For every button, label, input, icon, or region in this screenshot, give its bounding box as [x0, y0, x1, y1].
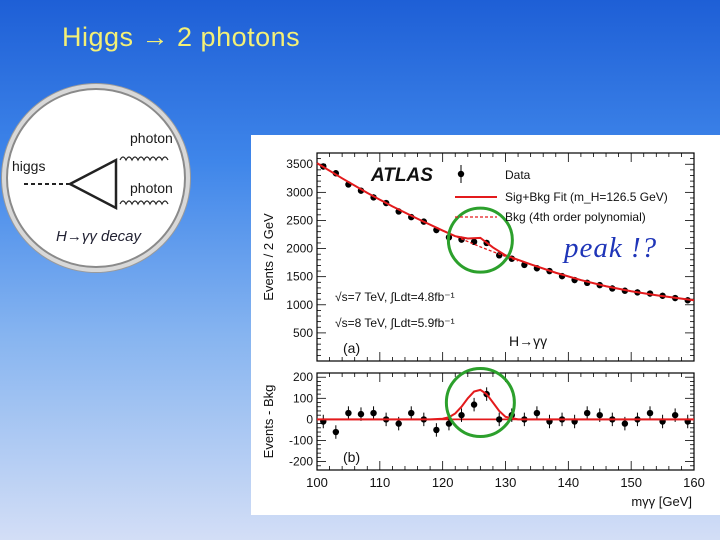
feynman-svg — [24, 156, 169, 211]
data-point — [596, 411, 603, 419]
slide-title: Higgs → 2 photons — [62, 22, 301, 52]
xtick-label: 160 — [683, 475, 705, 490]
ylabel-a: Events / 2 GeV — [261, 213, 276, 301]
data-point — [395, 420, 402, 427]
data-point — [496, 416, 503, 423]
ytick-label-b: -200 — [289, 455, 313, 469]
photon-wave-2 — [119, 200, 169, 206]
legend-entry-fit: Sig+Bkg Fit (m_H=126.5 GeV) — [505, 190, 668, 204]
higgs-label: higgs — [12, 158, 46, 174]
photon-wave-1 — [119, 156, 169, 162]
data-point — [470, 401, 478, 408]
data-point — [357, 410, 365, 418]
ytick-label-a: 1000 — [286, 298, 313, 312]
legend-data-marker — [457, 170, 465, 178]
fit-line-a — [316, 162, 695, 302]
ytick-label-a: 1500 — [286, 270, 313, 284]
ytick-label-b: 0 — [306, 412, 313, 426]
fit-line-b — [317, 388, 694, 421]
data-point — [408, 409, 415, 417]
decay-label: H→γγ decay — [56, 228, 142, 245]
photon-label-2: photon — [130, 180, 173, 196]
panel-letter-a: (a) — [343, 340, 360, 356]
data-point — [345, 409, 352, 417]
legend-entry-bkg: Bkg (4th order polynomial) — [505, 210, 646, 224]
xtick-label: 130 — [495, 475, 517, 490]
data-point — [458, 411, 465, 419]
data-point — [370, 409, 377, 417]
xtick-label: 150 — [620, 475, 642, 490]
ytick-label-a: 3000 — [286, 185, 313, 199]
bkg-line-a — [442, 229, 519, 262]
xtick-label: 100 — [306, 475, 328, 490]
marks-layer — [316, 162, 695, 439]
ytick-label-a: 500 — [293, 326, 313, 340]
legend-entry-data: Data — [505, 168, 531, 182]
peak-callout: peak !? — [564, 232, 658, 264]
data-point — [445, 420, 453, 427]
data-point — [433, 426, 440, 434]
experiment-label: ATLAS — [370, 165, 433, 186]
xtick-label: 140 — [557, 475, 579, 490]
data-point — [646, 409, 654, 417]
ytick-label-b: 200 — [293, 370, 313, 384]
ytick-label-b: 100 — [293, 391, 313, 405]
annotation-channel: H→γγ — [509, 333, 547, 349]
data-point — [496, 252, 503, 259]
feynman-diagram: photon higgs photon H→γγ decay — [6, 88, 186, 268]
ylabel-b: Events - Bkg — [261, 385, 276, 459]
annotation-7tev: √s=7 TeV, ∫Ldt=4.8fb⁻¹ — [335, 290, 455, 304]
data-point — [470, 238, 478, 246]
photon-label-1: photon — [130, 130, 173, 146]
loop-triangle — [67, 157, 118, 211]
data-point — [621, 420, 629, 427]
xlabel: mγγ [GeV] — [631, 494, 692, 509]
data-point — [332, 428, 340, 436]
peak-highlight-circle-b — [444, 367, 516, 439]
panel-letter-b: (b) — [343, 449, 360, 465]
data-point — [583, 409, 591, 417]
axes-layer — [316, 152, 695, 471]
ytick-label-a: 3500 — [286, 157, 313, 171]
data-point — [671, 411, 679, 419]
xtick-label: 110 — [369, 475, 390, 490]
annotation-8tev: √s=8 TeV, ∫Ldt=5.9fb⁻¹ — [335, 316, 455, 330]
atlas-plot-panel: 500 1000 1500 2000 2500 3000 3500 Events / 2 Ge… — [251, 135, 720, 515]
ytick-label-a: 2000 — [286, 242, 313, 256]
data-point — [533, 409, 541, 417]
ytick-label-a: 2500 — [286, 213, 313, 227]
ytick-label-b: -100 — [289, 433, 313, 447]
xtick-label: 120 — [432, 475, 454, 490]
peak-highlight-circle-a — [446, 206, 514, 274]
